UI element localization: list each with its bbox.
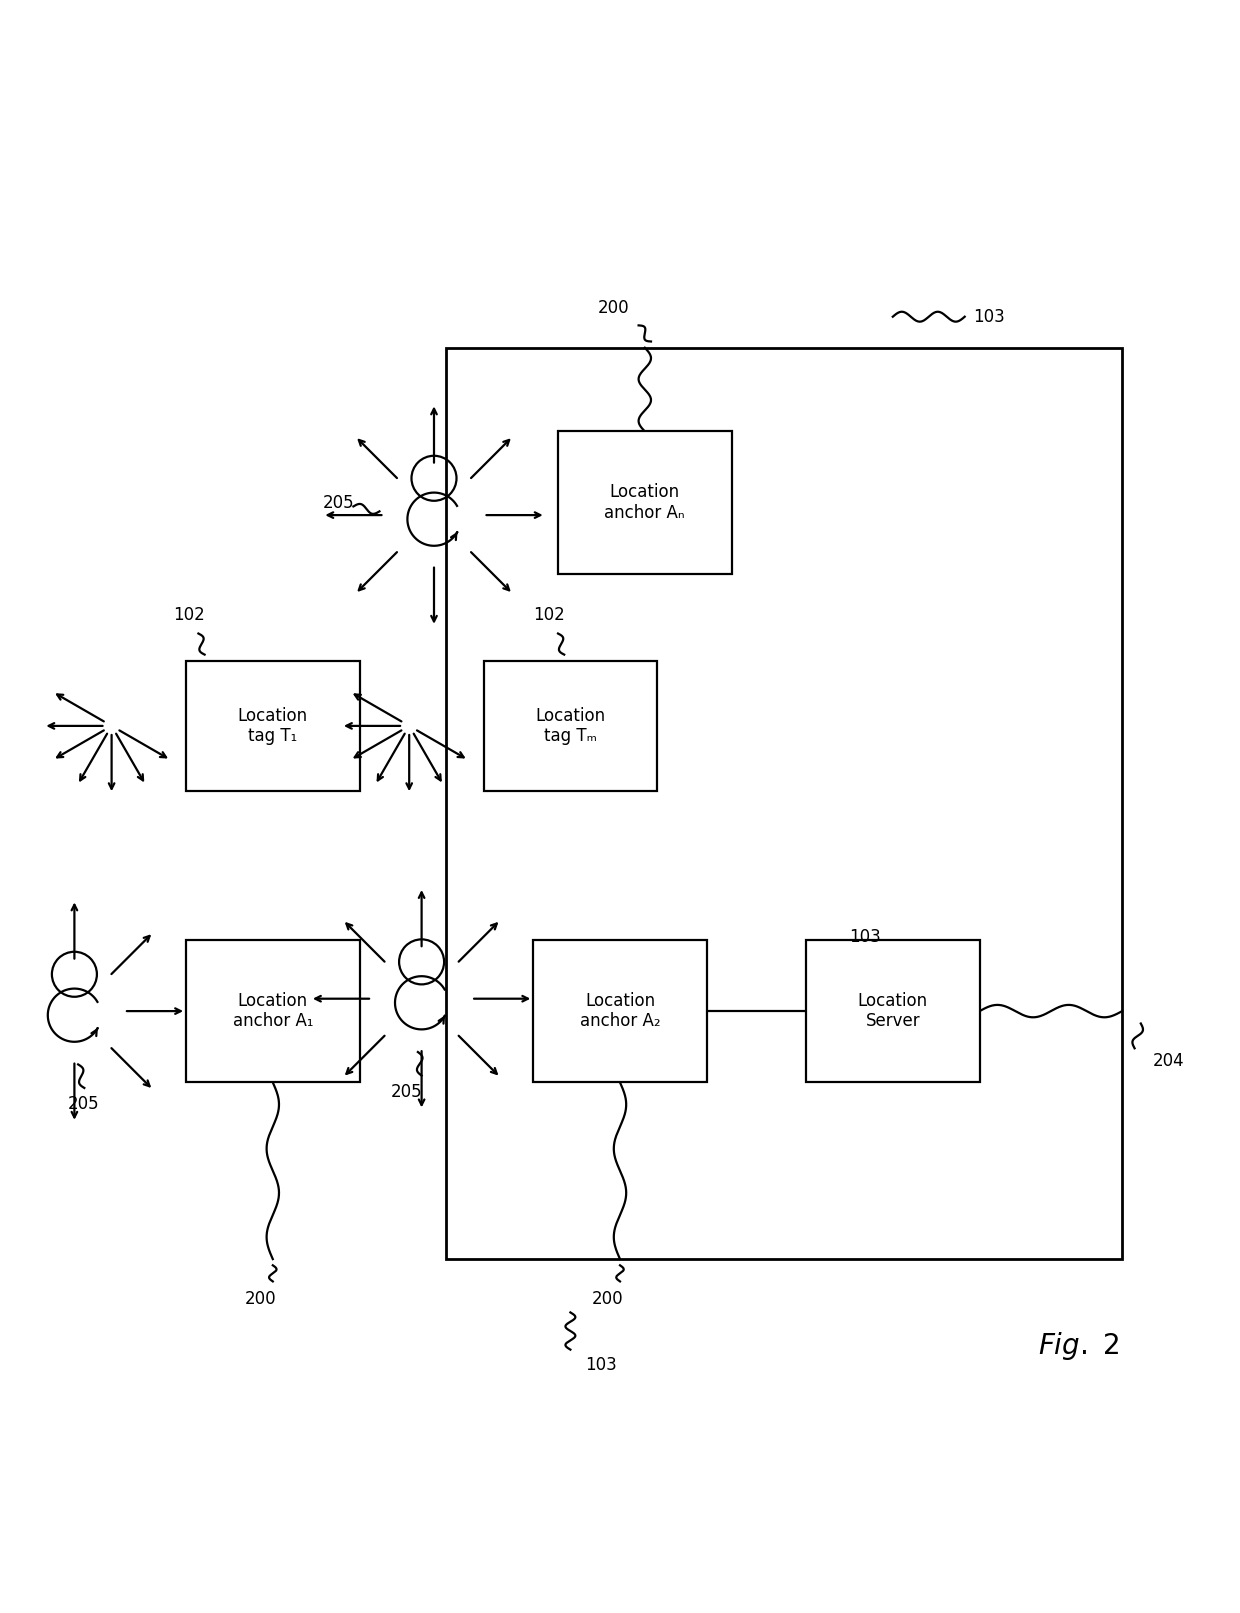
Text: 102: 102 (533, 605, 565, 624)
Text: Location
anchor Aₙ: Location anchor Aₙ (604, 484, 686, 523)
Bar (484, 661, 657, 790)
Text: $\it{Fig.}$ $\it{2}$: $\it{Fig.}$ $\it{2}$ (1038, 1329, 1120, 1361)
Text: 204: 204 (1153, 1052, 1185, 1069)
Bar (558, 431, 732, 574)
Text: 102: 102 (174, 605, 206, 624)
Text: 205: 205 (391, 1082, 423, 1100)
Bar (186, 940, 360, 1082)
Text: 200: 200 (598, 298, 630, 316)
Text: Location
Server: Location Server (858, 992, 928, 1031)
Text: 200: 200 (591, 1290, 624, 1308)
Text: Location
tag Tₘ: Location tag Tₘ (536, 706, 605, 745)
Text: 103: 103 (973, 308, 1006, 326)
Text: Location
anchor A₁: Location anchor A₁ (233, 992, 312, 1031)
Text: 103: 103 (585, 1357, 618, 1374)
Bar (446, 348, 1122, 1260)
Bar (806, 940, 980, 1082)
Text: Location
tag T₁: Location tag T₁ (238, 706, 308, 745)
Text: Location
anchor A₂: Location anchor A₂ (579, 992, 661, 1031)
Text: 200: 200 (244, 1290, 277, 1308)
Text: 205: 205 (322, 494, 355, 511)
Text: 205: 205 (68, 1095, 100, 1113)
Text: 103: 103 (849, 927, 882, 945)
Bar (186, 661, 360, 790)
Bar (533, 940, 707, 1082)
